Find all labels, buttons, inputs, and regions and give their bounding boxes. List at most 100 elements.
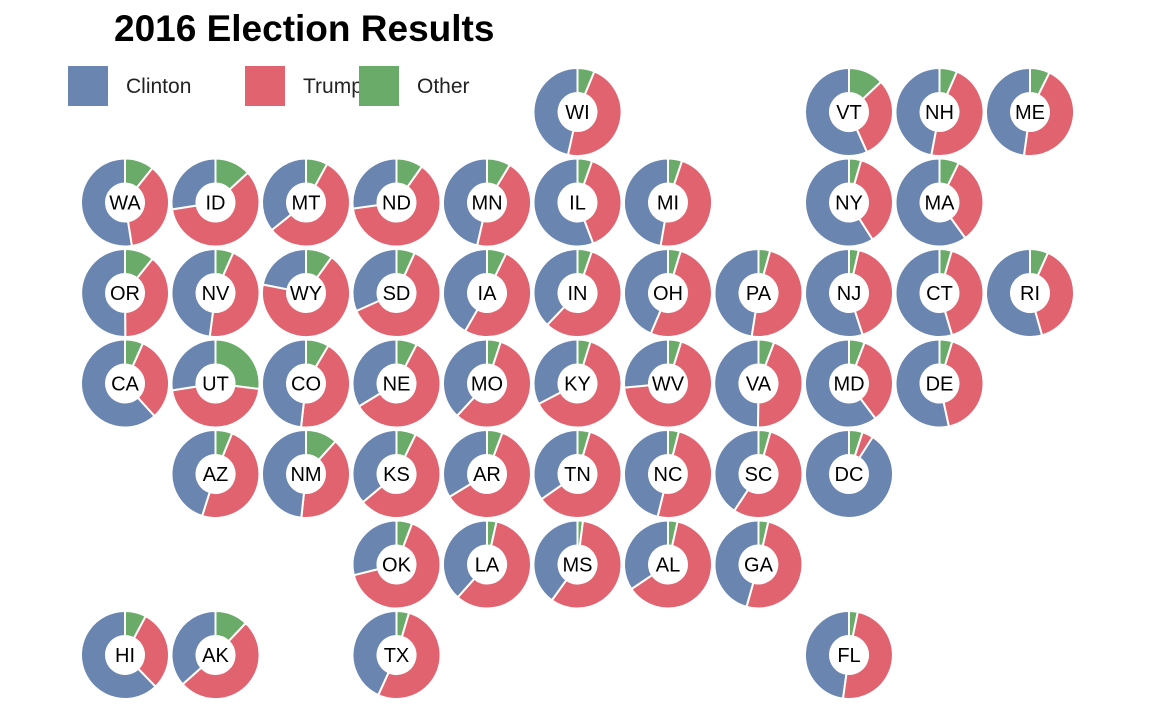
- donut-wa: WA: [80, 157, 170, 248]
- slice-mn-trump: [476, 163, 532, 248]
- donut-de: DE: [894, 338, 985, 429]
- state-label-wv: WV: [652, 374, 685, 396]
- slice-wa-clinton: [80, 157, 133, 248]
- legend-label-trump: Trump: [303, 75, 363, 98]
- slice-mo-clinton: [442, 338, 488, 417]
- donut-wi: WI: [532, 66, 623, 157]
- slice-il-clinton: [532, 157, 595, 248]
- state-label-oh: OH: [653, 283, 683, 305]
- state-label-id: ID: [206, 193, 226, 215]
- state-label-nj: NJ: [837, 283, 861, 305]
- slice-la-clinton: [442, 519, 488, 599]
- slice-ia-trump: [464, 252, 533, 339]
- slice-ct-trump: [943, 249, 985, 337]
- slice-ri-trump: [1034, 251, 1075, 337]
- slice-tn-clinton: [532, 429, 579, 501]
- state-label-ct: CT: [926, 283, 953, 305]
- legend-label-clinton: Clinton: [126, 75, 192, 98]
- state-label-dc: DC: [835, 464, 864, 486]
- slice-dc-clinton: [804, 429, 894, 519]
- donut-mn: MN: [441, 157, 532, 248]
- donut-id: ID: [170, 157, 261, 248]
- slice-va-trump: [756, 341, 804, 429]
- donut-ks: KS: [351, 429, 442, 519]
- slice-de-clinton: [894, 338, 950, 429]
- slice-fl-trump: [841, 610, 894, 700]
- state-label-la: LA: [475, 555, 500, 577]
- slice-or-trump: [124, 257, 170, 338]
- donut-nc: NC: [623, 428, 714, 520]
- donut-me: ME: [985, 67, 1075, 157]
- donut-ga: GA: [713, 519, 804, 610]
- slice-ok-trump: [352, 522, 442, 610]
- slice-mi-clinton: [623, 157, 669, 247]
- slice-ny-trump: [853, 159, 894, 241]
- slice-wi-trump: [566, 70, 623, 157]
- donut-nv: NV: [170, 248, 261, 339]
- slice-ca-clinton: [80, 338, 156, 429]
- slice-ok-clinton: [351, 519, 398, 577]
- donut-wy: WY: [261, 248, 351, 338]
- slice-wy-clinton: [261, 248, 307, 291]
- slice-va-clinton: [713, 338, 760, 429]
- slice-md-clinton: [804, 338, 877, 429]
- donut-co: CO: [260, 338, 351, 429]
- slice-ks-clinton: [351, 429, 398, 504]
- slice-wi-clinton: [532, 67, 579, 156]
- slice-nd-trump: [351, 165, 442, 248]
- slice-co-trump: [300, 344, 351, 429]
- state-label-nh: NH: [925, 102, 954, 124]
- slice-sd-clinton: [351, 248, 398, 312]
- legend-swatch-other: [359, 66, 399, 106]
- slice-ma-trump: [946, 161, 985, 240]
- slice-me-clinton: [985, 67, 1031, 157]
- donut-ar: AR: [442, 429, 532, 519]
- slice-ky-clinton: [532, 338, 579, 405]
- donut-ky: KY: [532, 338, 623, 429]
- slice-ga-clinton: [713, 519, 760, 608]
- state-label-ca: CA: [111, 374, 139, 396]
- state-label-mn: MN: [471, 193, 502, 215]
- slice-sd-trump: [355, 251, 442, 338]
- donut-nj: NJ: [804, 247, 895, 338]
- state-label-ia: IA: [478, 283, 498, 305]
- slice-al-trump: [630, 520, 713, 610]
- donut-in: IN: [532, 248, 623, 338]
- state-label-az: AZ: [203, 464, 229, 486]
- slice-md-trump: [854, 341, 894, 420]
- donut-ma: MA: [894, 157, 985, 248]
- slice-ia-clinton: [442, 248, 488, 333]
- donut-pa: PA: [713, 248, 804, 338]
- state-label-ms: MS: [563, 555, 593, 577]
- slice-tx-trump: [377, 611, 442, 700]
- state-label-ky: KY: [564, 374, 591, 396]
- slice-sc-clinton: [713, 429, 760, 512]
- state-label-va: VA: [746, 374, 772, 396]
- slice-ut-clinton: [170, 338, 217, 392]
- donut-ms: MS: [532, 519, 623, 610]
- slice-wy-trump: [261, 256, 351, 338]
- slice-hi-trump: [132, 615, 170, 688]
- donut-nh: NH: [894, 67, 985, 157]
- legend-swatch-trump: [245, 66, 285, 106]
- state-label-hi: HI: [115, 645, 135, 667]
- slice-wa-trump: [126, 167, 170, 247]
- state-label-or: OR: [110, 283, 140, 305]
- donut-md: MD: [804, 338, 894, 429]
- slice-nc-clinton: [623, 429, 669, 518]
- slice-la-trump: [456, 520, 533, 610]
- slice-nh-clinton: [894, 67, 941, 157]
- slice-oh-clinton: [623, 248, 669, 335]
- slice-me-trump: [1022, 71, 1075, 157]
- slice-ut-other: [214, 338, 261, 391]
- chart-title: 2016 Election Results: [114, 8, 495, 49]
- slice-il-trump: [582, 160, 623, 245]
- slice-mt-clinton: [261, 157, 307, 232]
- slice-de-trump: [942, 340, 985, 428]
- state-label-co: CO: [291, 374, 321, 396]
- slice-nd-clinton: [351, 157, 398, 210]
- slice-mo-trump: [456, 340, 532, 429]
- slice-nj-trump: [852, 249, 895, 336]
- state-label-fl: FL: [837, 645, 860, 667]
